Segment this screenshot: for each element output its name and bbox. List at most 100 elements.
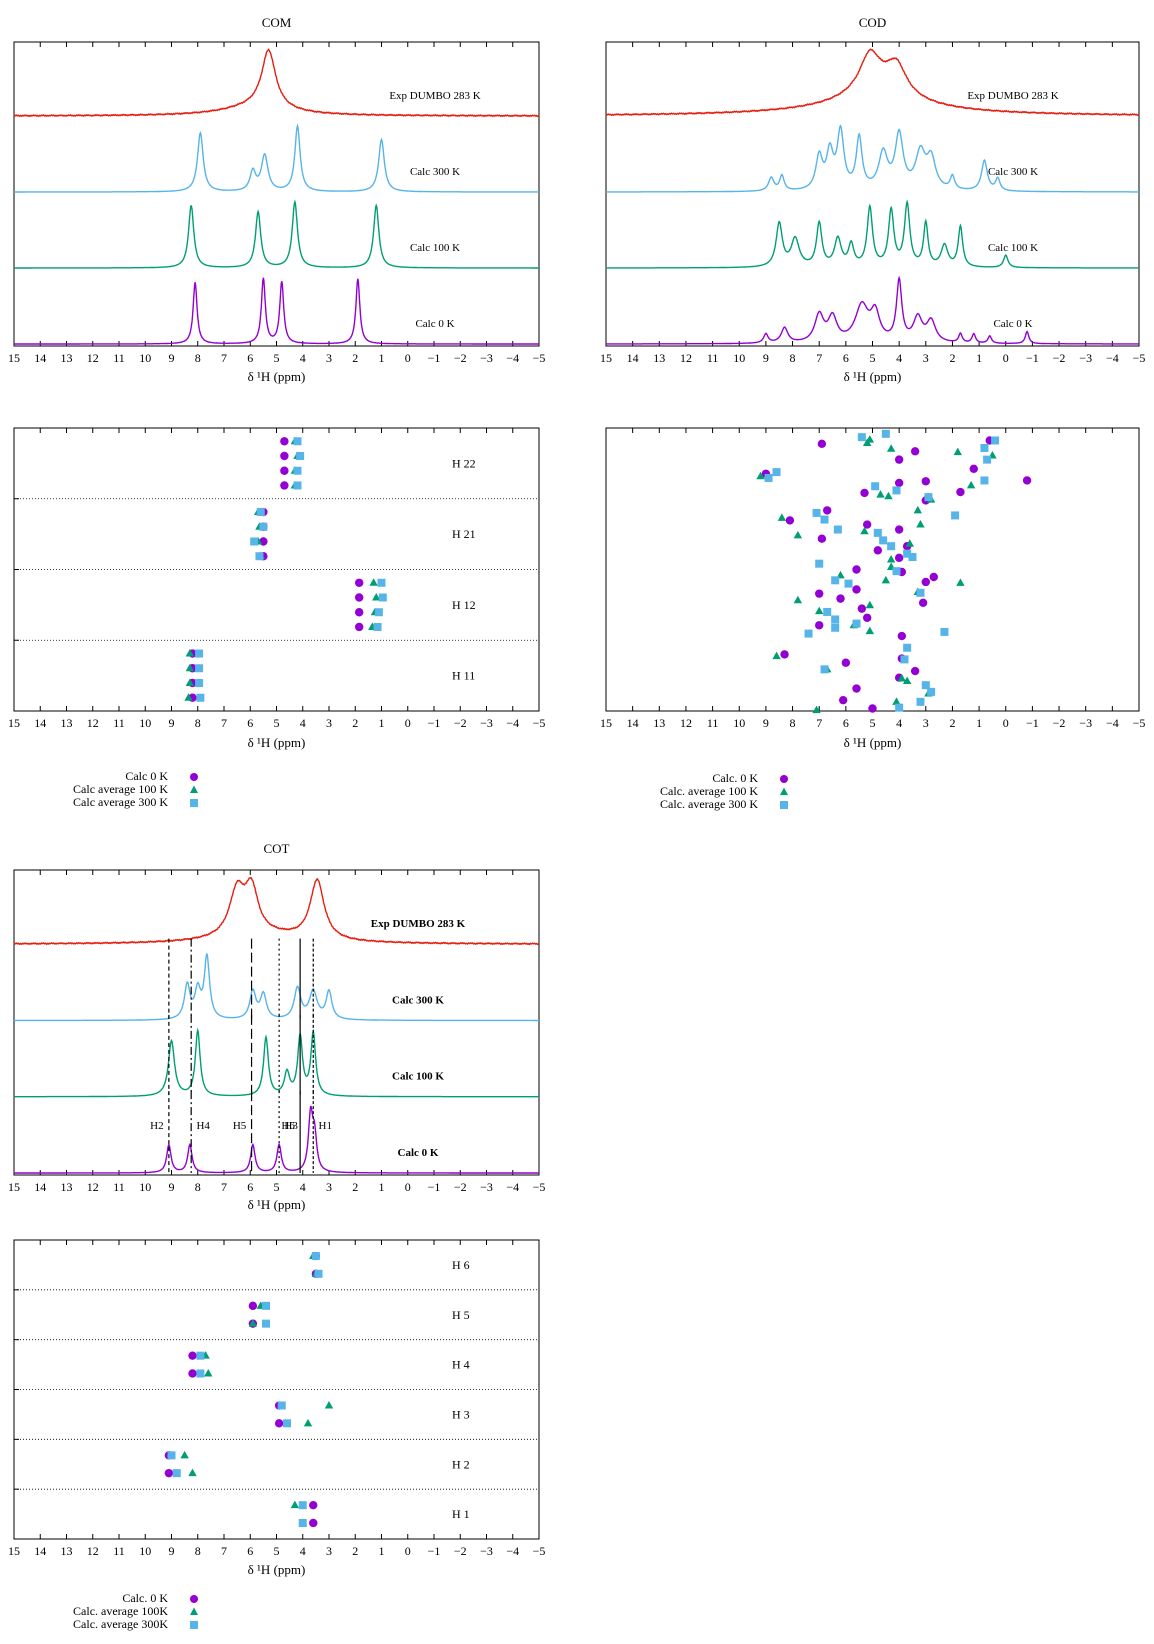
x-tick-label: 15 xyxy=(8,1544,20,1558)
cot-spectra-frame xyxy=(13,869,540,1176)
x-tick-label: −3 xyxy=(1079,716,1092,730)
data-point-square xyxy=(881,429,890,438)
data-point-square xyxy=(804,629,813,638)
x-tick-label: 6 xyxy=(247,1180,253,1194)
spectrum-line xyxy=(14,953,539,1022)
x-tick-label: 2 xyxy=(352,1544,358,1558)
x-tick-label: −3 xyxy=(1079,351,1092,365)
data-point-square xyxy=(921,681,930,690)
data-point-circle xyxy=(862,613,872,622)
x-tick-label: 15 xyxy=(600,716,612,730)
x-tick-label: 10 xyxy=(139,1544,151,1558)
data-point-circle xyxy=(873,546,883,555)
x-tick-label: 2 xyxy=(949,716,955,730)
spectrum-line xyxy=(14,1027,539,1098)
data-point-circle xyxy=(815,589,824,598)
data-point-triangle xyxy=(777,513,787,521)
data-point-square xyxy=(940,627,949,636)
data-point-square xyxy=(293,466,302,475)
x-tick-label: 14 xyxy=(34,1544,46,1558)
data-point-circle xyxy=(188,1351,197,1360)
x-tick-label: 9 xyxy=(169,351,175,365)
x-tick-label: 3 xyxy=(326,351,332,365)
data-point-square xyxy=(844,579,853,588)
x-tick-label: 14 xyxy=(34,1180,46,1194)
data-point-circle xyxy=(894,553,904,563)
group-label: H 4 xyxy=(452,1358,470,1372)
data-point-triangle xyxy=(772,651,781,660)
trace-label: Exp DUMBO 283 K xyxy=(371,918,466,930)
data-point-circle xyxy=(894,525,904,534)
spectrum-line xyxy=(605,48,1140,117)
x-tick-label: 5 xyxy=(274,351,280,365)
data-point-triangle xyxy=(324,1401,334,1409)
x-tick-label: −5 xyxy=(533,1180,546,1194)
spectrum-line xyxy=(14,123,539,193)
data-point-circle xyxy=(969,464,978,473)
x-tick-label: 4 xyxy=(300,716,306,730)
x-tick-label: −3 xyxy=(480,1180,493,1194)
data-point-square xyxy=(172,1469,181,1478)
x-tick-label: 11 xyxy=(113,1180,125,1194)
trace-label: Calc 0 K xyxy=(398,1147,439,1159)
x-tick-label: 13 xyxy=(61,1180,73,1194)
x-tick-label: 7 xyxy=(221,716,227,730)
data-point-square xyxy=(833,525,842,534)
x-tick-label: 0 xyxy=(405,1544,411,1558)
data-point-triangle xyxy=(372,593,381,601)
x-tick-label: 3 xyxy=(326,716,332,730)
trace-label: Exp DUMBO 283 K xyxy=(389,90,480,102)
x-tick-label: 4 xyxy=(896,716,902,730)
x-tick-label: 1 xyxy=(379,1180,385,1194)
data-point-triangle xyxy=(886,555,896,563)
data-point-square xyxy=(980,443,989,452)
legend-marker-icon xyxy=(190,799,198,807)
x-tick-label: 7 xyxy=(221,1544,227,1558)
x-tick-label: 2 xyxy=(352,1180,358,1194)
x-tick-label: 10 xyxy=(733,351,745,365)
x-tick-label: 14 xyxy=(627,351,639,365)
data-point-square xyxy=(262,1301,270,1310)
data-point-circle xyxy=(857,604,867,613)
legend: Calc 0 K Calc average 100 K Calc average 3… xyxy=(60,770,198,809)
x-tick-label: 6 xyxy=(247,351,253,365)
x-tick-label: −1 xyxy=(1026,716,1039,730)
x-tick-label: 12 xyxy=(87,1180,99,1194)
x-axis-label: δ ¹H (ppm) xyxy=(248,1562,306,1577)
data-point-triangle xyxy=(303,1418,313,1427)
data-point-square xyxy=(196,1369,205,1378)
data-point-square xyxy=(895,703,904,712)
x-tick-label: 11 xyxy=(113,716,125,730)
legend-marker-icon xyxy=(190,1607,198,1615)
peak-annotation: H5 xyxy=(233,1120,247,1132)
x-tick-label: 5 xyxy=(870,716,876,730)
x-tick-label: −5 xyxy=(1133,716,1146,730)
data-point-circle xyxy=(780,650,789,659)
x-axis-label: δ ¹H (ppm) xyxy=(844,735,902,750)
x-tick-label: 8 xyxy=(195,716,201,730)
data-point-circle xyxy=(852,585,861,594)
data-point-square xyxy=(892,486,901,495)
x-tick-label: 3 xyxy=(326,1544,332,1558)
data-point-triangle xyxy=(185,649,195,657)
data-point-circle xyxy=(164,1468,174,1478)
data-point-triangle xyxy=(884,491,893,500)
data-point-triangle xyxy=(793,530,803,539)
x-tick-label: −4 xyxy=(506,1544,519,1558)
x-tick-label: 2 xyxy=(352,351,358,365)
group-label: H 1 xyxy=(452,1507,470,1521)
data-point-circle xyxy=(280,437,289,446)
data-point-circle xyxy=(862,520,872,529)
peak-annotation: H1 xyxy=(319,1120,332,1132)
x-tick-label: 8 xyxy=(790,716,796,730)
group-label: H 3 xyxy=(452,1407,470,1421)
data-point-square xyxy=(820,515,829,524)
data-point-square xyxy=(873,528,882,537)
data-point-circle xyxy=(852,565,861,574)
x-tick-label: −5 xyxy=(533,351,546,365)
data-point-circle xyxy=(860,488,869,498)
legend-marker-icon xyxy=(780,801,788,809)
data-point-triangle xyxy=(953,447,962,456)
x-tick-label: 4 xyxy=(300,351,306,365)
x-tick-label: 10 xyxy=(139,351,151,365)
